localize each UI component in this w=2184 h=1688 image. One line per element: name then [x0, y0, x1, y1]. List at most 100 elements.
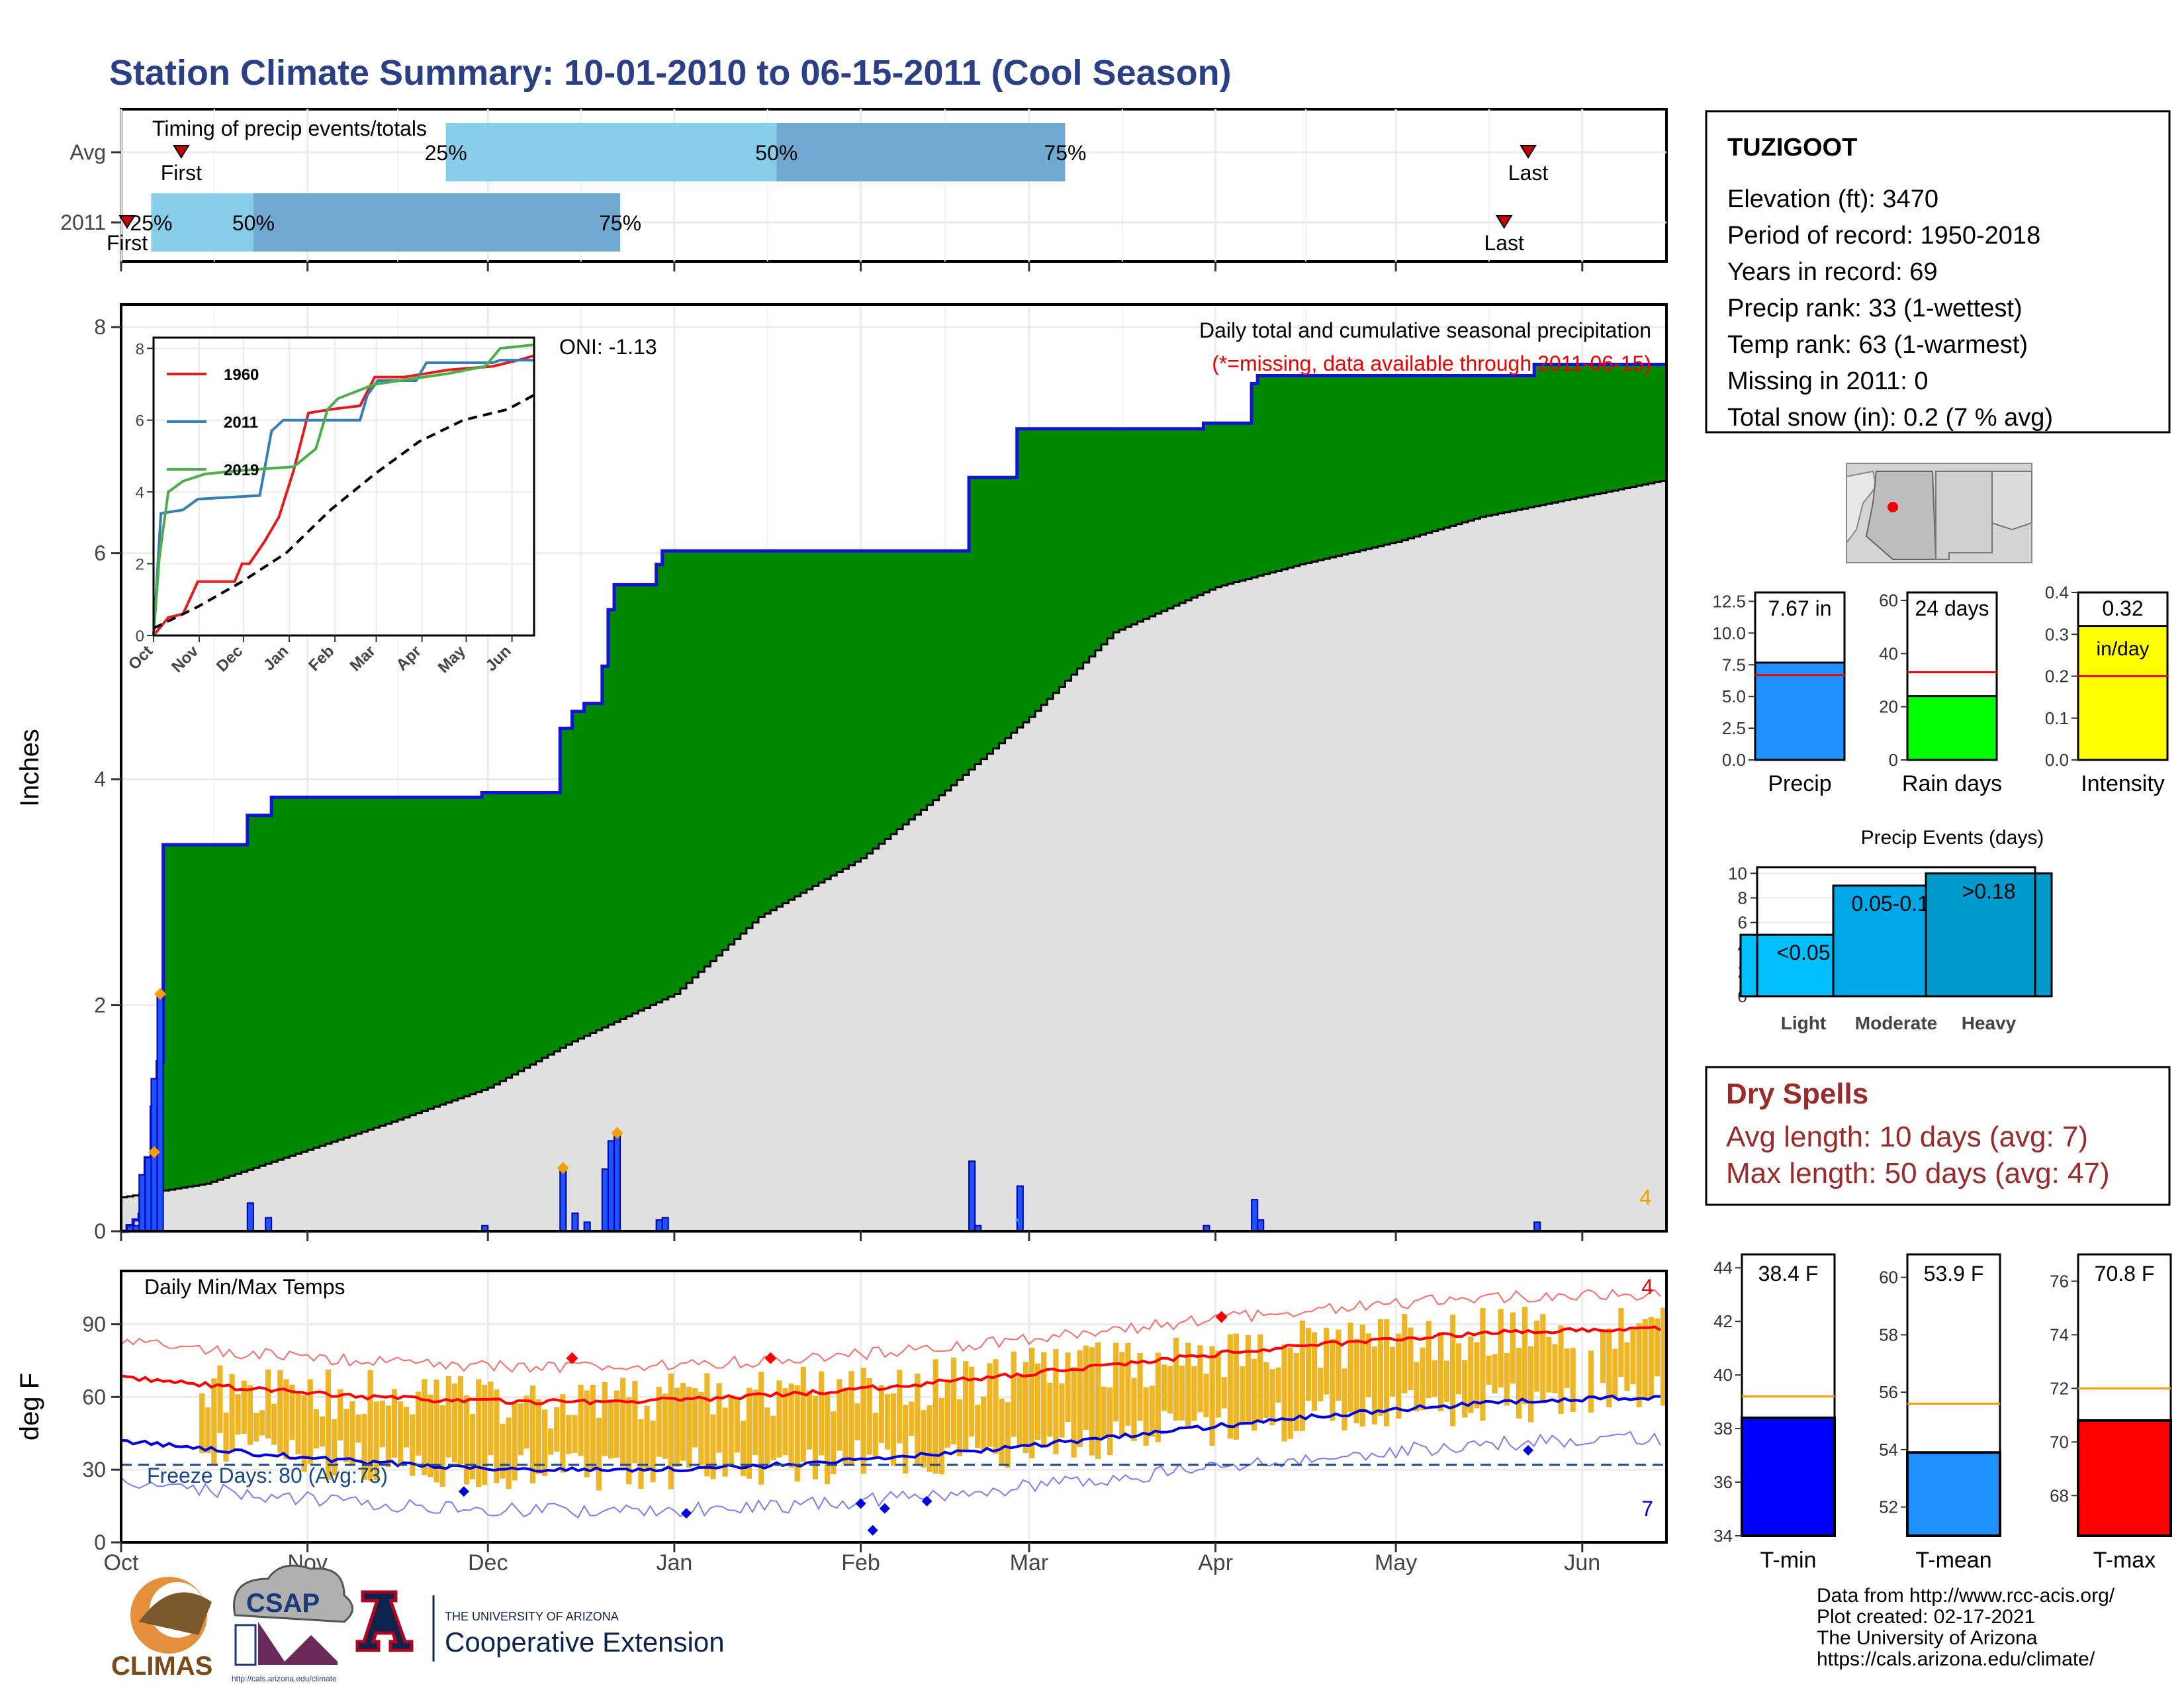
daily-temp-bar: [1600, 1331, 1606, 1383]
timing-p25-label: 25%: [130, 211, 172, 235]
events-ytick: 10: [1728, 863, 1747, 883]
daily-temp-bar: [572, 1415, 578, 1453]
month-label: Jun: [1564, 1550, 1600, 1575]
timing-box-25-50: [445, 123, 777, 181]
temp-bar-value: 38.4 F: [1758, 1262, 1819, 1286]
daily-temp-bar: [1642, 1319, 1648, 1400]
daily-temp-bar: [1606, 1328, 1612, 1407]
summary-bar-rain-days: 24 days 0 20 40 60 Rain days: [1879, 590, 2002, 796]
csap-wordmark: CSAP: [246, 1589, 320, 1618]
temp-bar-ytick: 58: [1879, 1325, 1898, 1344]
daily-temp-bar: [734, 1399, 740, 1453]
inset-series-2019: [152, 343, 535, 636]
timing-box-50-75: [253, 193, 621, 252]
timing-first-marker: [173, 145, 190, 159]
inset-ytick-label: 2: [136, 556, 144, 574]
daily-temp-bar: [614, 1390, 620, 1458]
inset-ytick-label: 6: [136, 412, 144, 430]
daily-temp-bar: [494, 1389, 500, 1483]
temp-bar-ytick: 54: [1879, 1440, 1898, 1460]
timing-p25-label: 25%: [425, 141, 467, 165]
daily-temp-bar: [1131, 1378, 1137, 1441]
extreme-precip-marker: [148, 1146, 160, 1158]
record-high-marker: [1215, 1311, 1228, 1323]
daily-temp-bar: [1083, 1345, 1089, 1430]
daily-temp-bar: [1437, 1331, 1443, 1411]
cumulative-surplus-area: [121, 364, 1666, 1231]
summary-bar-ytick: 5.0: [1722, 686, 1746, 706]
precip-ytick-label: 0: [94, 1219, 106, 1243]
daily-temp-bar: [915, 1374, 921, 1466]
daily-temp-bar: [1077, 1350, 1083, 1447]
daily-temp-bar: [1618, 1308, 1624, 1377]
precip-title: Daily total and cumulative seasonal prec…: [1199, 318, 1651, 342]
avg-max-line: [120, 1325, 1661, 1406]
daily-temp-bar: [235, 1394, 241, 1435]
daily-temp-bar: [560, 1394, 566, 1473]
ua-logo: THE UNIVERSITY OF ARIZONA Cooperative Ex…: [355, 1590, 725, 1662]
timing-first-label: First: [161, 161, 202, 185]
daily-temp-bar: [860, 1368, 866, 1474]
climas-logo: CLIMAS: [111, 1577, 212, 1681]
inset-legend-label: 2011: [224, 414, 258, 432]
daily-temp-bar: [764, 1407, 770, 1465]
timing-p50-label: 50%: [232, 211, 275, 235]
temp-title: Daily Min/Max Temps: [144, 1275, 345, 1299]
daily-temp-bar: [1239, 1366, 1246, 1424]
temp-bar-label: T-min: [1760, 1548, 1817, 1573]
daily-temp-bar: [1540, 1314, 1546, 1403]
daily-temp-bar: [1528, 1346, 1534, 1423]
daily-temp-bar: [1426, 1321, 1432, 1399]
daily-temp-bar: [1371, 1346, 1377, 1425]
daily-temp-bar: [1396, 1333, 1402, 1419]
daily-temp-bar: [1143, 1387, 1149, 1446]
daily-temp-bar: [373, 1401, 379, 1481]
summary-bar-value: 24 days: [1915, 596, 1989, 620]
daily-temp-bar: [1443, 1360, 1450, 1402]
daily-temp-bar: [752, 1389, 758, 1456]
daily-temp-bar: [1383, 1319, 1390, 1427]
daily-temp-bar: [1149, 1385, 1155, 1437]
daily-temp-bar: [1281, 1344, 1287, 1442]
daily-temp-bar: [1197, 1345, 1203, 1413]
daily-temp-bar: [1101, 1386, 1107, 1438]
daily-temp-bar: [451, 1383, 457, 1463]
daily-temp-bar: [806, 1390, 812, 1450]
temp-bar-ytick: 60: [1879, 1268, 1898, 1288]
temp-bar-ytick: 76: [2050, 1271, 2069, 1291]
timing-first-label: First: [107, 231, 148, 255]
summary-bar-ytick: 10.0: [1712, 623, 1746, 643]
daily-temp-bar: [1215, 1350, 1221, 1418]
events-ytick: 8: [1738, 888, 1747, 908]
daily-temp-bar: [1203, 1374, 1209, 1417]
timing-last-label: Last: [1484, 231, 1524, 255]
inset-legend-label: 2019: [224, 461, 259, 479]
daily-precip-bar: [614, 1132, 621, 1232]
summary-bar-ytick: 20: [1879, 697, 1898, 717]
daily-precip-bar: [265, 1217, 273, 1233]
daily-temp-bar: [1353, 1338, 1359, 1424]
temp-bar-label: T-mean: [1915, 1548, 1991, 1573]
daily-temp-bar: [404, 1407, 410, 1448]
daily-temp-bar: [921, 1410, 927, 1468]
daily-temp-bar: [433, 1379, 439, 1483]
temp-bar-fill: [1741, 1416, 1836, 1538]
daily-temp-bar: [692, 1388, 698, 1448]
daily-temp-bar: [1227, 1334, 1233, 1439]
precip-ytick-label: 6: [94, 541, 106, 565]
daily-temp-bar: [223, 1412, 229, 1462]
month-label: Dec: [468, 1550, 508, 1575]
daily-precip-bar: [1533, 1221, 1541, 1232]
daily-temp-bar: [1377, 1319, 1384, 1416]
dry-spells-title: Dry Spells: [1726, 1078, 1868, 1110]
daily-temp-bar: [1516, 1347, 1522, 1419]
daily-temp-bar: [535, 1399, 542, 1474]
summary-bar-fill: [1906, 695, 1998, 761]
daily-temp-bar: [283, 1379, 289, 1460]
inset-ytick-label: 4: [136, 484, 144, 502]
temp-bar-ytick: 56: [1879, 1382, 1898, 1402]
daily-temp-bar: [969, 1366, 975, 1437]
daily-temp-bar: [1462, 1360, 1468, 1418]
daily-temp-bar: [1414, 1362, 1420, 1411]
